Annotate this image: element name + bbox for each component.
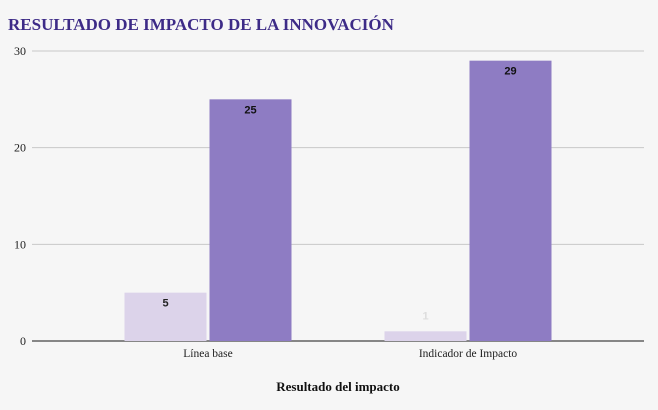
- bar: [124, 292, 207, 341]
- bar: [384, 331, 467, 341]
- x-tick-label: Línea base: [183, 348, 233, 360]
- data-label: 5: [162, 298, 168, 310]
- y-tick-label: 30: [14, 44, 26, 58]
- y-tick-label: 20: [14, 141, 26, 155]
- x-axis-label: Resultado del impacto: [276, 379, 400, 394]
- data-label: 25: [244, 104, 256, 116]
- y-tick-label: 10: [14, 237, 26, 251]
- chart-title: RESULTADO DE IMPACTO DE LA INNOVACIÓN: [8, 15, 395, 34]
- y-tick-label: 0: [20, 334, 26, 348]
- bar: [209, 99, 292, 341]
- data-label: 29: [504, 66, 516, 78]
- bar: [469, 60, 552, 342]
- data-label: 1: [422, 310, 428, 322]
- x-tick-label: Indicador de Impacto: [419, 348, 518, 360]
